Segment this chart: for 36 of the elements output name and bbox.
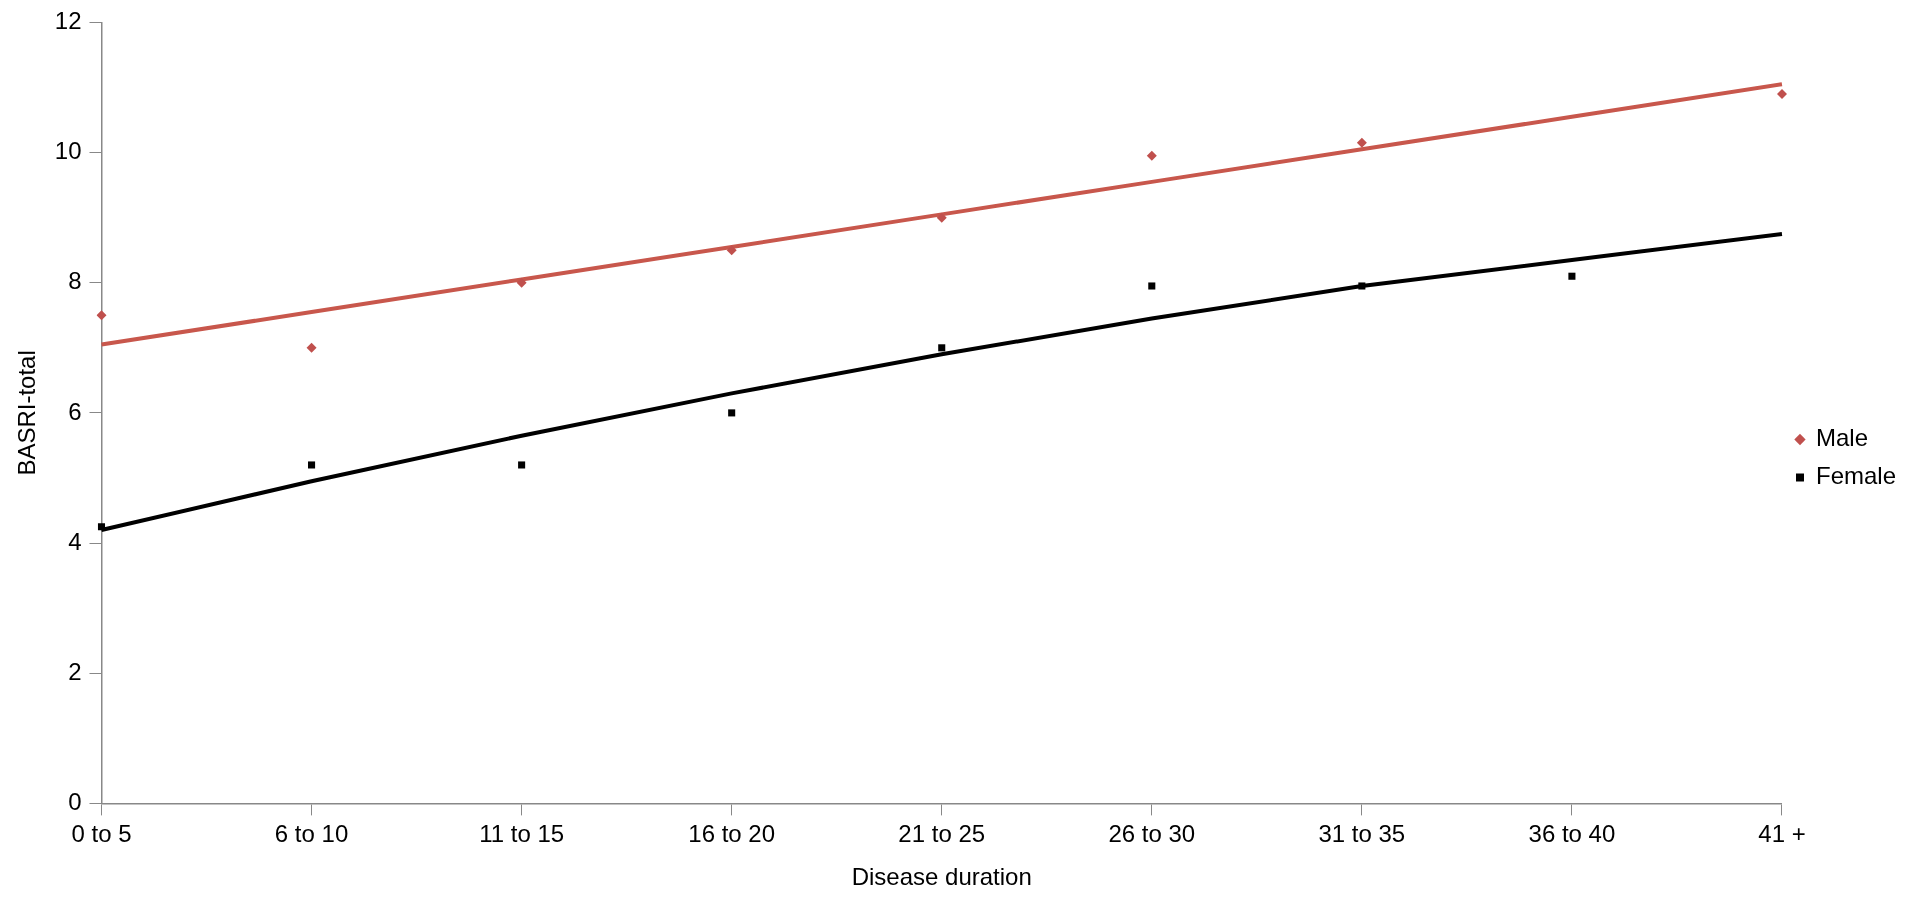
y-tick-label: 4 [68, 527, 82, 555]
point [938, 344, 946, 352]
x-tick-label: 41 + [1758, 820, 1806, 848]
x-tick-label: 16 to 20 [688, 820, 776, 848]
y-tick-label: 12 [54, 7, 82, 35]
point [306, 342, 317, 353]
point [96, 310, 107, 321]
legend-label: Female [1815, 462, 1896, 490]
point [516, 277, 527, 288]
y-tick-label: 10 [54, 137, 82, 165]
x-tick-label: 26 to 30 [1108, 820, 1196, 848]
point [936, 212, 947, 223]
y-axis-title: BASRI-total [13, 350, 41, 476]
point [1356, 137, 1367, 148]
point [1568, 272, 1576, 280]
y-tick-label: 8 [68, 267, 82, 295]
point [1358, 282, 1366, 290]
point [726, 245, 737, 256]
point [1146, 150, 1157, 161]
y-tick-label: 2 [68, 657, 82, 685]
x-axis-title: Disease duration [851, 863, 1032, 891]
y-tick-label: 6 [68, 397, 82, 425]
y-tick-label: 0 [68, 788, 82, 816]
x-tick-label: 0 to 5 [71, 820, 132, 848]
point [1776, 88, 1787, 99]
x-tick-label: 11 to 15 [479, 820, 565, 848]
point [1148, 282, 1156, 290]
point [97, 523, 106, 531]
x-tick-label: 21 to 25 [898, 820, 986, 848]
x-tick-label: 6 to 10 [274, 820, 349, 848]
x-tick-label: 36 to 40 [1528, 820, 1616, 848]
point [728, 409, 736, 417]
legend-label: Male [1815, 424, 1868, 452]
point [308, 461, 316, 469]
x-tick-label: 31 to 35 [1318, 820, 1406, 848]
point [518, 461, 526, 469]
